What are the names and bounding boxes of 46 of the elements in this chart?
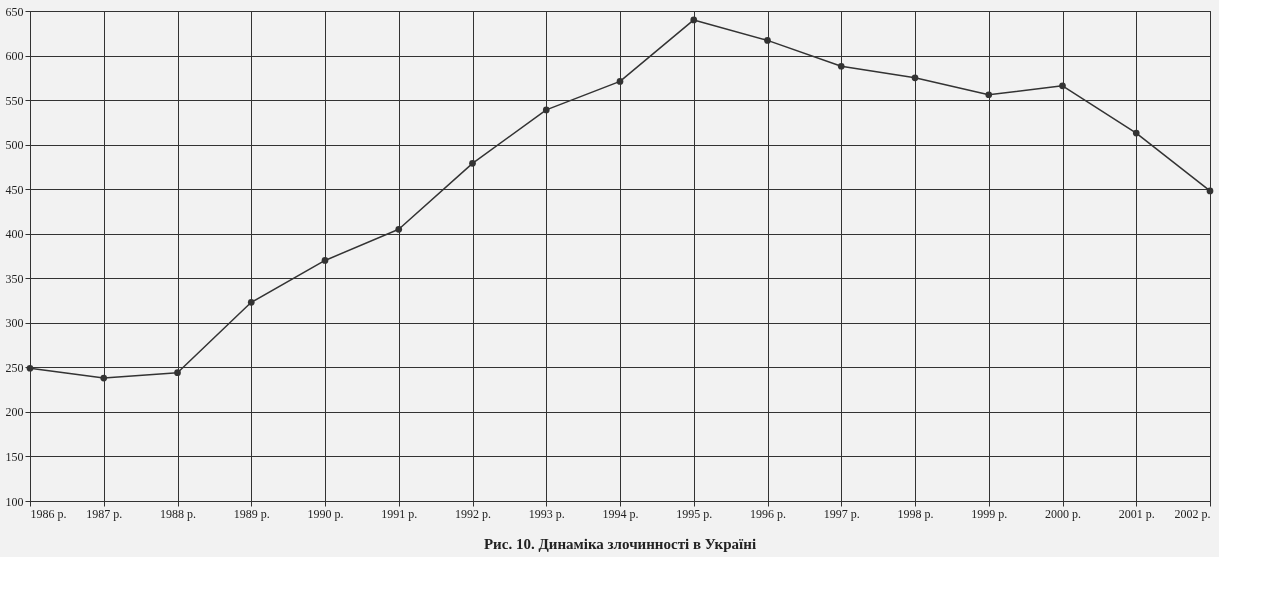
point [690, 16, 698, 24]
y-tick-label: 600 [5, 49, 24, 64]
point [174, 369, 181, 377]
x-tick-label: 1996 р. [750, 506, 786, 521]
point [395, 225, 403, 233]
point [616, 78, 624, 85]
x-tick-label: 1994 р. [602, 506, 639, 521]
point [247, 298, 255, 306]
x-tick-label: 1987 р. [86, 506, 123, 521]
y-tick-label: 650 [5, 4, 24, 19]
y-tick-label: 500 [5, 138, 24, 153]
x-tick-label: 1995 р. [676, 506, 713, 521]
y-tick-label: 150 [5, 449, 24, 464]
y-tick-label: 200 [5, 405, 24, 420]
y-tick-label: 100 [5, 494, 24, 509]
point [1206, 187, 1214, 195]
x-tick-label: 1999 р. [971, 506, 1008, 521]
x-tick-label: 1990 р. [307, 506, 344, 521]
x-tick-label: 2002 р. [1174, 506, 1211, 521]
point [100, 374, 108, 382]
x-tick-label: 1997 р. [823, 506, 860, 521]
y-tick-label: 450 [5, 182, 24, 197]
y-tick-label: 350 [5, 271, 24, 286]
point [1132, 129, 1140, 137]
x-tick-label: 1988 р. [160, 506, 196, 521]
x-tick-label: 1986 р. [30, 506, 67, 521]
point [837, 62, 845, 70]
point [542, 106, 550, 114]
point [985, 91, 993, 99]
x-tick-label: 1998 р. [897, 506, 934, 521]
point [321, 257, 329, 264]
y-tick-label: 250 [5, 360, 24, 375]
point [911, 74, 919, 82]
x-tick-label: 1992 р. [455, 506, 491, 521]
point [764, 37, 771, 44]
point [1059, 82, 1066, 90]
text: Рис. 10. Динаміка злочинності в Україні [483, 536, 757, 552]
y-tick-label: 400 [5, 227, 24, 242]
x-tick-label: 2001 р. [1118, 506, 1155, 521]
point [469, 160, 476, 167]
y-tick-label: 550 [5, 93, 24, 108]
x-tick-label: 2000 р. [1045, 506, 1081, 521]
y-tick-label: 300 [5, 316, 24, 331]
x-tick-label: 1991 р. [381, 506, 418, 521]
x-tick-label: 1989 р. [233, 506, 270, 521]
x-tick-label: 1993 р. [528, 506, 565, 521]
